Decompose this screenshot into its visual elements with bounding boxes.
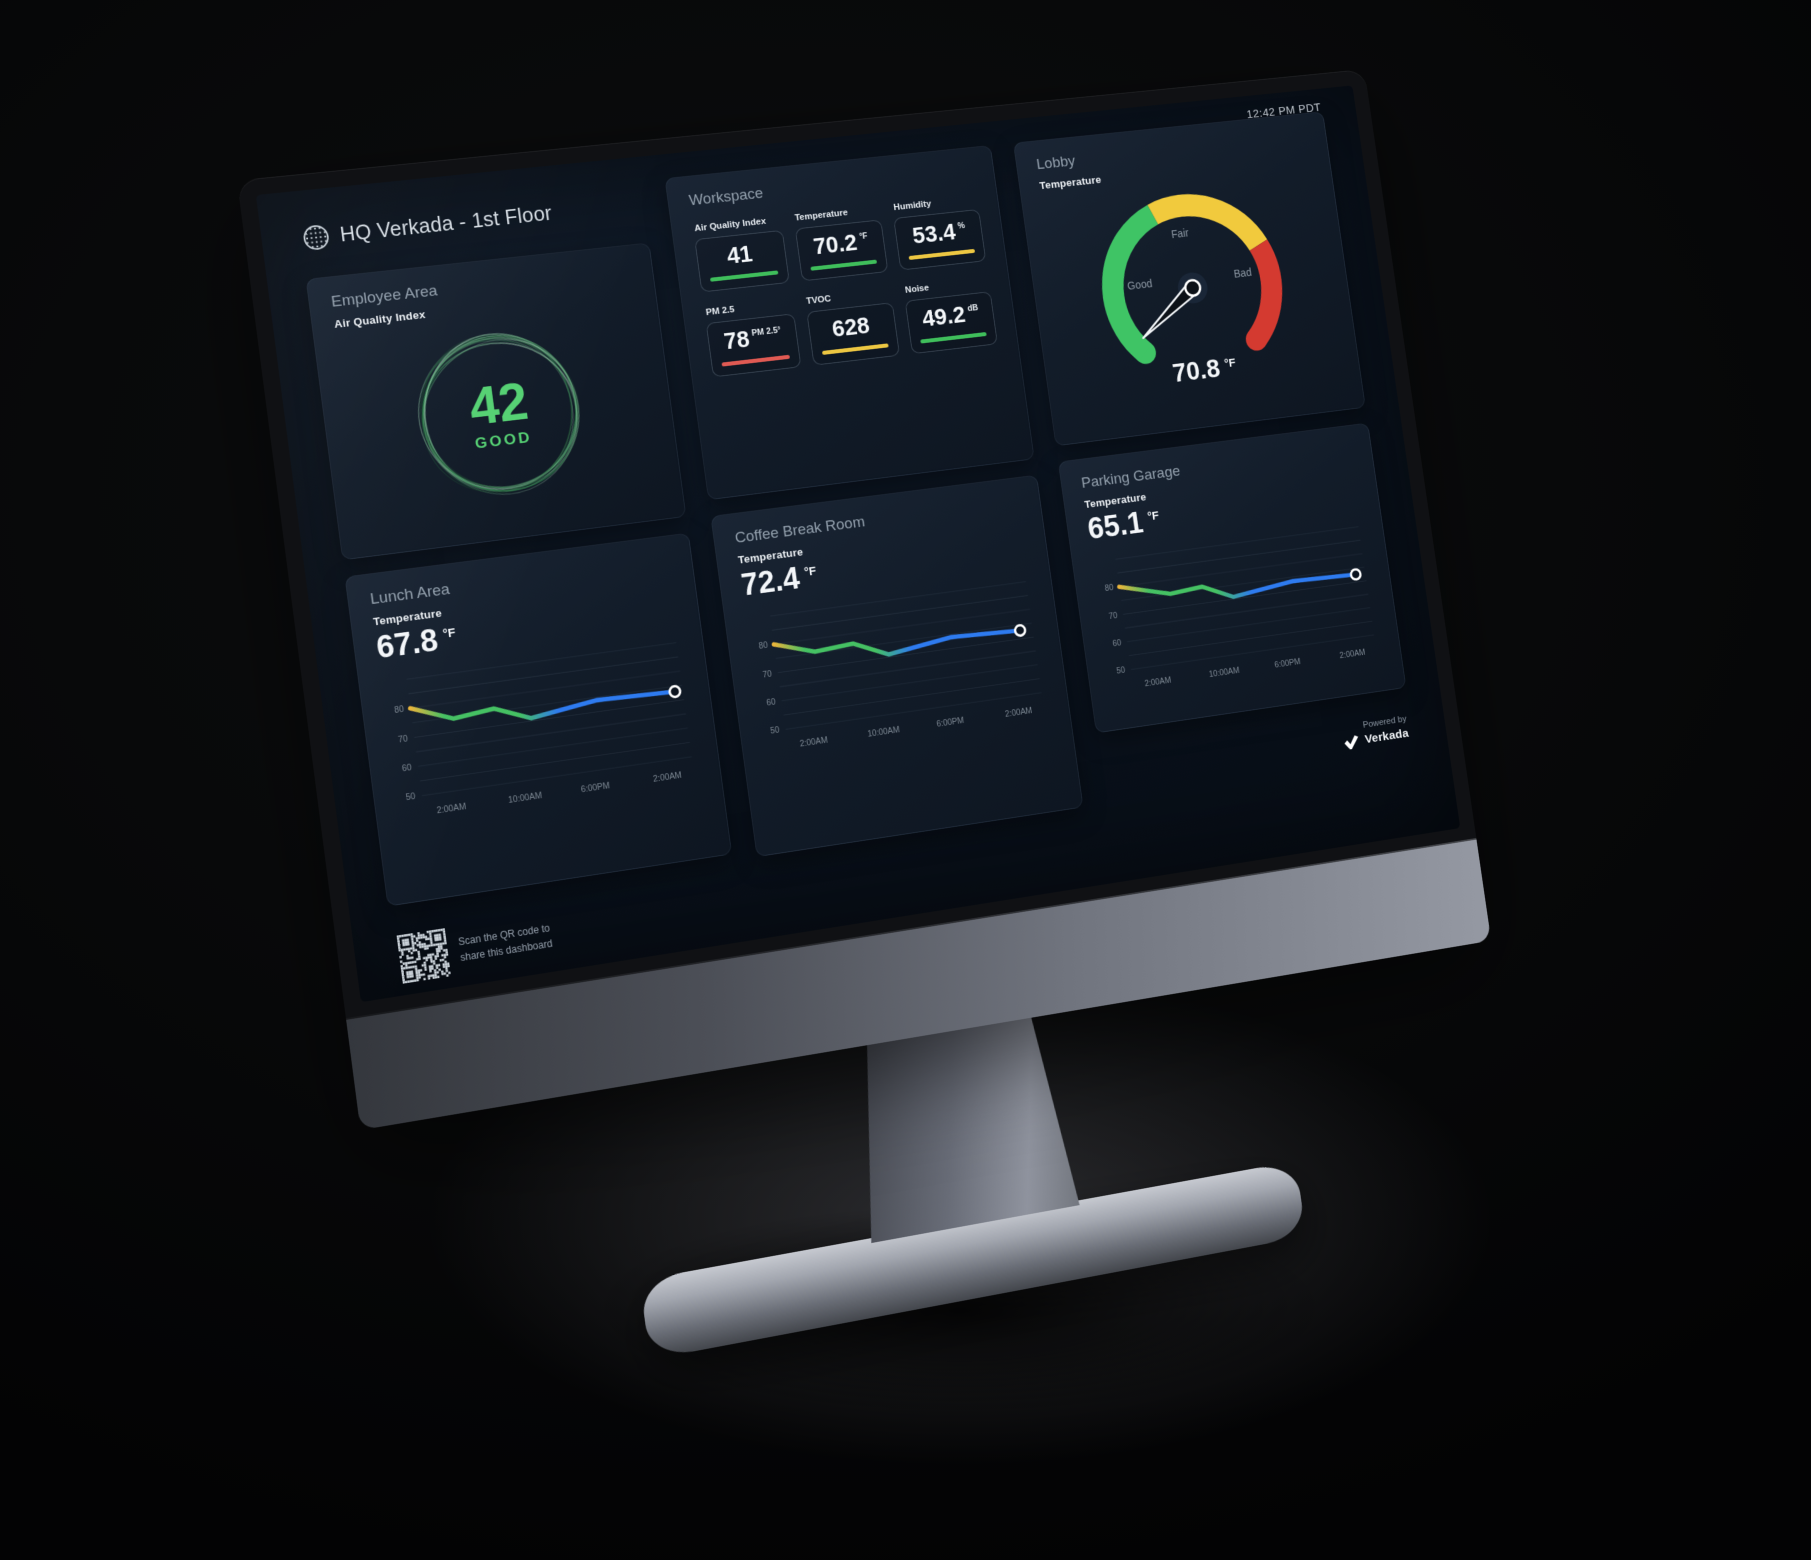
svg-text:10:00AM: 10:00AM	[1208, 665, 1240, 679]
metric-tile-pm25: PM 2.5 78 PM 2.5³	[704, 299, 802, 378]
tile-box: 41	[694, 229, 790, 293]
tile-unit: %	[957, 220, 966, 231]
svg-text:2:00AM: 2:00AM	[436, 801, 467, 815]
aqi-value: 42	[465, 371, 532, 437]
value-number: 72.4	[739, 561, 802, 603]
tile-unit: PM 2.5³	[751, 325, 782, 339]
svg-text:6:00PM: 6:00PM	[936, 715, 965, 729]
tile-box: 49.2 dB	[905, 291, 998, 354]
gauge-graphic: Good Fair Bad	[1066, 166, 1316, 409]
svg-text:Bad: Bad	[1233, 267, 1252, 280]
tile-value: 49.2	[920, 302, 968, 333]
aqi-readout: 42 GOOD	[385, 303, 613, 527]
card-employee-area: Employee Area Air Quality Index 42 GOOD	[305, 242, 687, 561]
verkada-logo-icon	[1343, 734, 1360, 750]
brand-row: Verkada	[1342, 726, 1410, 751]
qr-caption: Scan the QR code to share this dashboard	[457, 921, 553, 966]
tile-box: 78 PM 2.5³	[705, 313, 802, 378]
card-lunch-area: Lunch Area Temperature 67.8 °F 80 70 60 50 2:…	[344, 532, 733, 907]
temperature-gauge: Good Fair Bad 70.8 °F	[1066, 166, 1316, 409]
site-icon	[302, 224, 331, 252]
svg-text:2:00AM: 2:00AM	[1144, 675, 1172, 688]
aqi-ring: 42 GOOD	[385, 303, 613, 527]
value-number: 67.8	[374, 623, 441, 666]
dashboard-grid: HQ Verkada - 1st Floor Employee Area Air…	[297, 111, 1426, 984]
column-3: Lobby Temperature Good Fair Bad 70.8 °F Par…	[1013, 111, 1426, 871]
svg-text:80: 80	[1104, 582, 1114, 593]
brand-name: Verkada	[1363, 726, 1410, 747]
page-title: HQ Verkada - 1st Floor	[338, 201, 554, 247]
temperature-chart-lunch-area: 80 70 60 50 2:00AM 10:00AM 6:00PM 2:00AM	[380, 635, 701, 832]
temperature-chart-coffee-break-room: 80 70 60 50 2:00AM 10:00AM 6:00PM 2:00AM	[745, 574, 1051, 764]
svg-text:2:00AM: 2:00AM	[1004, 705, 1032, 719]
svg-text:60: 60	[401, 762, 412, 774]
card-parking-garage: Parking Garage Temperature 65.1°F 80 70 60…	[1057, 422, 1407, 734]
metric-tile-air-quality-index: Air Quality Index 41	[692, 215, 790, 293]
svg-text:70: 70	[1108, 610, 1118, 621]
tile-value: 41	[725, 241, 755, 270]
temperature-unit: °F	[1146, 508, 1160, 524]
svg-text:70: 70	[398, 733, 409, 745]
card-workspace: Workspace Air Quality Index 41 Temper	[664, 145, 1035, 501]
tile-unit: dB	[966, 303, 979, 314]
tile-value: 78	[722, 326, 752, 356]
dashboard-screen: 12:42 PM PDT HQ Verkada - 1st Floor Empl…	[255, 85, 1461, 1003]
value-number: 70.8	[1170, 353, 1222, 388]
svg-text:2:00AM: 2:00AM	[653, 770, 683, 784]
svg-text:Fair: Fair	[1171, 228, 1190, 241]
status-bar	[721, 354, 790, 367]
temperature-unit: °F	[803, 564, 817, 580]
svg-text:60: 60	[1112, 637, 1122, 648]
tile-box: 53.4%	[893, 209, 987, 271]
metric-tile-noise: Noise 49.2 dB	[903, 277, 998, 354]
monitor-frame: 12:42 PM PDT HQ Verkada - 1st Floor Empl…	[236, 69, 1492, 1131]
status-bar	[810, 259, 878, 272]
card-lobby: Lobby Temperature Good Fair Bad 70.8 °F	[1013, 111, 1366, 447]
svg-text:80: 80	[394, 704, 405, 716]
svg-text:6:00PM: 6:00PM	[1274, 656, 1301, 669]
column-1: HQ Verkada - 1st Floor Employee Area Air…	[297, 181, 742, 985]
status-bar	[908, 249, 976, 261]
svg-text:50: 50	[770, 725, 781, 736]
qr-code	[396, 928, 451, 984]
temperature-unit: °F	[441, 625, 457, 642]
tile-value: 70.2	[811, 230, 859, 260]
svg-text:50: 50	[405, 791, 416, 803]
svg-text:80: 80	[758, 640, 769, 651]
metric-tile-temperature: Temperature 70.2 °F	[793, 205, 889, 282]
svg-text:70: 70	[762, 668, 773, 679]
tile-unit: °F	[858, 231, 869, 242]
temperature-chart-parking-garage: 80 70 60 50 2:00AM 10:00AM 6:00PM 2:00AM	[1092, 519, 1384, 703]
tile-box: 70.2 °F	[794, 219, 889, 282]
svg-text:10:00AM: 10:00AM	[867, 724, 900, 739]
column-2: Workspace Air Quality Index 41 Temper	[664, 145, 1093, 926]
svg-text:10:00AM: 10:00AM	[508, 790, 543, 805]
value-number: 65.1	[1085, 506, 1146, 547]
monitor: 12:42 PM PDT HQ Verkada - 1st Floor Empl…	[236, 69, 1528, 1407]
status-bar	[920, 331, 987, 344]
svg-text:2:00AM: 2:00AM	[1339, 647, 1366, 660]
card-coffee-break-room: Coffee Break Room Temperature 72.4 °F 80 7…	[710, 474, 1084, 858]
svg-text:60: 60	[766, 696, 777, 707]
metric-tiles: Air Quality Index 41 Temperature 70.2 °F	[692, 194, 998, 378]
status-bar	[709, 270, 779, 283]
metric-tile-humidity: Humidity 53.4%	[891, 194, 987, 271]
svg-text:2:00AM: 2:00AM	[799, 735, 828, 749]
tile-value: 628	[830, 313, 872, 343]
svg-text:Good: Good	[1127, 278, 1153, 292]
svg-text:6:00PM: 6:00PM	[580, 780, 610, 794]
temperature-unit: °F	[1223, 356, 1237, 371]
tile-box: 628	[806, 302, 901, 366]
metric-tile-tvoc: TVOC 628	[804, 288, 901, 366]
tile-value: 53.4	[910, 219, 958, 250]
status-bar	[821, 343, 889, 355]
svg-text:50: 50	[1116, 665, 1126, 676]
